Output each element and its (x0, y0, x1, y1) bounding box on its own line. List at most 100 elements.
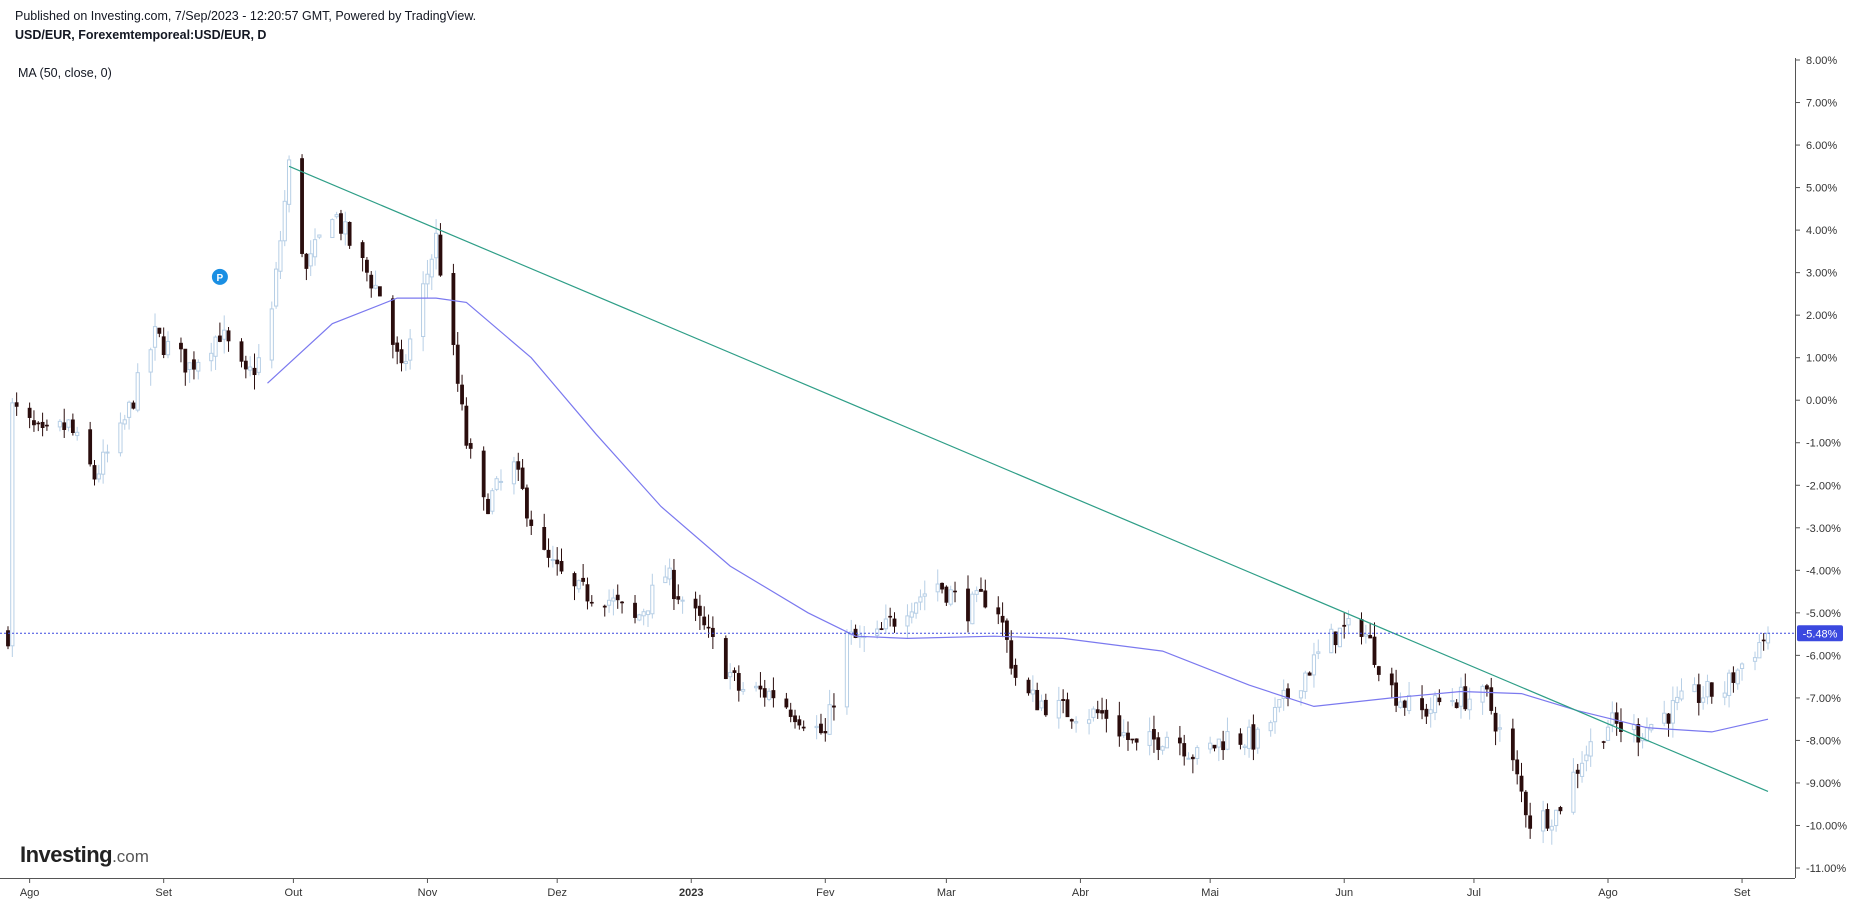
candle-up (1735, 669, 1740, 685)
candle-down (1402, 700, 1407, 708)
candle-up (1160, 746, 1165, 751)
y-tick-label: -2.00% (1806, 480, 1841, 492)
candle-up (741, 688, 746, 692)
candle-up (343, 221, 348, 235)
y-tick-label: -10.00% (1806, 820, 1847, 832)
candle-down (1069, 719, 1074, 722)
candle-up (1739, 663, 1745, 669)
candle-up (1757, 642, 1762, 659)
candle-up (75, 431, 80, 437)
candle-down (710, 627, 715, 637)
candle-up (1705, 680, 1710, 698)
candle-down (1636, 724, 1641, 743)
candle-down (157, 327, 162, 334)
candle-down (399, 349, 404, 364)
candle-up (1242, 745, 1247, 749)
candle-down (723, 638, 728, 680)
candle-down (360, 242, 365, 258)
chart-header: Published on Investing.com, 7/Sep/2023 -… (15, 8, 476, 43)
candle-down (365, 259, 369, 273)
candle-up (1346, 617, 1351, 626)
candle-down (672, 569, 676, 600)
candle-down (697, 605, 702, 616)
candle-down (581, 577, 586, 582)
candle-down (1493, 712, 1498, 732)
y-tick-label: 6.00% (1806, 140, 1837, 152)
candle-down (1619, 722, 1623, 732)
trendline[interactable] (288, 165, 1769, 793)
x-tick-label: Mar (937, 887, 956, 899)
candle-up (122, 419, 127, 425)
candle-down (451, 273, 456, 345)
candle-down (40, 421, 45, 428)
y-tick-label: -9.00% (1806, 778, 1841, 790)
candle-up (1216, 738, 1221, 748)
candle-down (1134, 738, 1139, 743)
candle-down (1177, 737, 1182, 744)
pivot-marker-label: P (217, 273, 224, 284)
candle-up (814, 725, 819, 729)
candle-up (550, 559, 555, 562)
ma-50-line[interactable] (267, 297, 1769, 733)
candle-up (905, 615, 910, 627)
candle-down (758, 685, 763, 690)
candle-down (801, 726, 806, 729)
plot-area[interactable]: P (0, 154, 1795, 845)
y-tick-label: -6.00% (1806, 650, 1841, 662)
candle-down (45, 424, 49, 427)
candle-down (529, 519, 534, 526)
candle-down (1376, 666, 1381, 675)
candle-up (875, 628, 880, 636)
candle-up (105, 451, 110, 454)
candle-down (1666, 713, 1671, 724)
candle-down (390, 298, 395, 345)
candle-up (57, 420, 62, 428)
candle-up (274, 268, 279, 307)
candle-up (1091, 708, 1096, 718)
candle-up (680, 599, 685, 602)
candle-down (702, 616, 707, 626)
x-tick-label: Ago (20, 887, 40, 899)
candle-up (1311, 654, 1317, 676)
current-price-badge (1797, 625, 1843, 642)
candle-up (1554, 809, 1559, 827)
candle-down (888, 615, 893, 618)
candle-down (1515, 759, 1520, 775)
candle-down (1463, 686, 1468, 710)
candle-down (559, 560, 564, 572)
candle-up (434, 232, 439, 259)
candle-up (1649, 723, 1654, 731)
candle-up (1303, 672, 1308, 692)
candle-up (922, 593, 927, 597)
candle-up (1432, 695, 1438, 714)
candle-down (300, 158, 304, 254)
y-tick-label: 5.00% (1806, 183, 1837, 195)
candle-up (918, 596, 923, 603)
candle-down (1394, 682, 1399, 706)
candle-up (1549, 825, 1554, 831)
candle-up (126, 401, 132, 418)
x-tick-label: Jul (1467, 887, 1481, 899)
candle-down (879, 628, 884, 631)
candle-up (1726, 672, 1732, 696)
candle-up (645, 610, 651, 616)
candle-down (1510, 728, 1515, 761)
pivot-marker[interactable] (211, 268, 228, 285)
candle-up (1701, 697, 1706, 703)
indicator-legend[interactable]: MA (50, close, 0) (18, 66, 112, 80)
candle-down (1696, 684, 1701, 703)
candle-down (1065, 699, 1070, 718)
candle-down (1437, 697, 1442, 703)
candle-down (572, 573, 577, 587)
candle-down (217, 335, 222, 342)
candle-up (1406, 695, 1412, 712)
candle-down (6, 630, 10, 647)
candle-up (1458, 686, 1464, 707)
candle-down (226, 330, 231, 342)
candle-up (970, 593, 975, 625)
y-tick-label: 0.00% (1806, 395, 1837, 407)
candle-down (762, 688, 767, 698)
candle-down (676, 596, 681, 600)
candle-up (1675, 696, 1680, 704)
